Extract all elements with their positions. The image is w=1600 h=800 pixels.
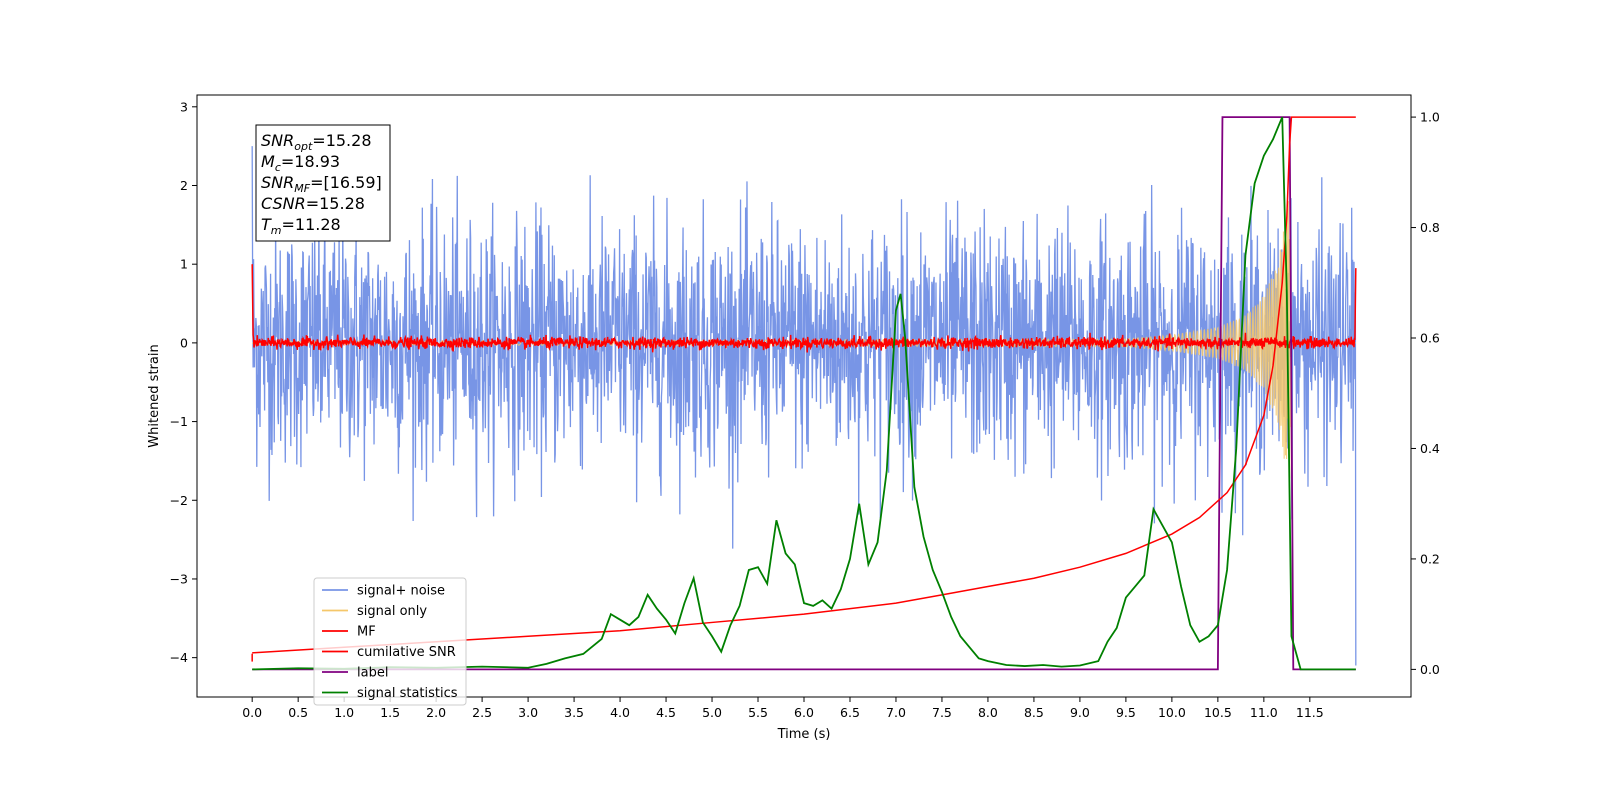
y2-tick-label: 0.2 — [1420, 551, 1440, 566]
y-tick-label: −3 — [170, 571, 188, 586]
x-tick-label: 3.0 — [518, 705, 538, 720]
x-tick-label: 3.5 — [564, 705, 584, 720]
y-tick-label: −1 — [170, 414, 188, 429]
y2-tick-label: 1.0 — [1420, 110, 1440, 125]
series-signal-plus-noise — [251, 146, 1357, 666]
series-signal-statistics — [252, 116, 1356, 671]
x-tick-label: 6.5 — [840, 705, 860, 720]
x-tick-label: 2.0 — [426, 705, 446, 720]
y-tick-label: 2 — [180, 178, 188, 193]
legend: signal+ noise signal only MF cumilative SNR… — [313, 577, 467, 706]
x-tick-label: 7.5 — [932, 705, 952, 720]
y-tick-label: 1 — [180, 257, 188, 272]
legend-entry: signal+ noise — [357, 584, 445, 599]
y-axis-left: 3 2 1 0 −1 −2 −3 −4 — [170, 99, 197, 665]
y-tick-label: 3 — [180, 99, 188, 114]
x-tick-label: 4.0 — [610, 705, 630, 720]
y-axis-right: 1.0 0.8 0.6 0.4 0.2 0.0 — [1411, 110, 1440, 677]
x-tick-label: 11.0 — [1250, 705, 1278, 720]
x-tick-label: 7.0 — [886, 705, 906, 720]
x-tick-label: 1.0 — [334, 705, 354, 720]
annotation-frame — [255, 124, 391, 242]
annotation-line: CSNR=15.28 — [261, 194, 365, 213]
x-tick-label: 9.5 — [1116, 705, 1136, 720]
x-tick-label: 11.5 — [1296, 705, 1324, 720]
y2-tick-label: 0.6 — [1420, 331, 1440, 346]
annotation-line: Tm=11.28 — [261, 215, 341, 237]
x-tick-label: 5.5 — [748, 705, 768, 720]
y-axis-label: Whitened strain — [147, 344, 162, 447]
series-layer — [251, 116, 1357, 671]
legend-entry: MF — [357, 625, 376, 640]
x-tick-label: 9.0 — [1070, 705, 1090, 720]
y-tick-label: 0 — [180, 335, 188, 350]
x-tick-label: 6.0 — [794, 705, 814, 720]
y-tick-label: −4 — [170, 650, 188, 665]
stats-annotation-box: SNRopt=15.28Mc=18.93SNRMF=[16.59]CSNR=15… — [255, 124, 391, 242]
annotation-line: SNRopt=15.28 — [261, 131, 372, 153]
x-tick-label: 5.0 — [702, 705, 722, 720]
x-tick-label: 8.5 — [1024, 705, 1044, 720]
legend-entry: signal only — [357, 604, 427, 619]
x-axis: 0.0 0.5 1.0 1.5 2.0 2.5 3.0 3.5 4.0 4.5 5.0 5.5 6.0 6… — [242, 697, 1324, 720]
annotation-line: Mc=18.93 — [261, 152, 340, 174]
x-tick-label: 1.5 — [380, 705, 400, 720]
y2-tick-label: 0.0 — [1420, 662, 1440, 677]
x-axis-label: Time (s) — [777, 727, 831, 742]
series-mf — [251, 264, 1357, 353]
y2-tick-label: 0.8 — [1420, 220, 1440, 235]
legend-entry: label — [357, 666, 388, 681]
x-tick-label: 0.0 — [242, 705, 262, 720]
x-tick-label: 2.5 — [472, 705, 492, 720]
y-tick-label: −2 — [170, 493, 188, 508]
x-tick-label: 0.5 — [288, 705, 308, 720]
annotation-line: SNRMF=[16.59] — [261, 173, 382, 195]
x-tick-label: 4.5 — [656, 705, 676, 720]
y2-tick-label: 0.4 — [1420, 441, 1440, 456]
x-tick-label: 10.5 — [1204, 705, 1232, 720]
legend-entry: signal statistics — [357, 686, 458, 701]
x-tick-label: 8.0 — [978, 705, 998, 720]
x-tick-label: 10.0 — [1158, 705, 1186, 720]
legend-frame — [313, 577, 467, 706]
legend-entry: cumilative SNR — [357, 645, 456, 660]
